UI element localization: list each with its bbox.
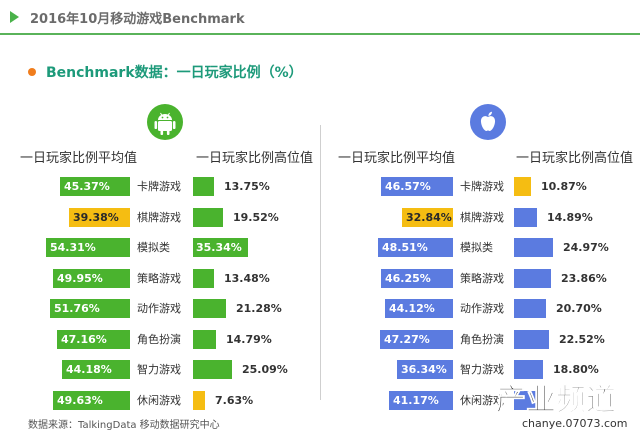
android-high-value-label: 21.28% [236,302,282,315]
android-avg-bar [53,391,130,410]
android-high-bar [193,238,248,257]
android-avg-value-label: 47.16% [61,333,107,346]
android-high-value-label: 19.52% [233,211,279,224]
bullet-icon [28,68,36,76]
svg-text:产业频道: 产业频道 [496,383,616,418]
ios-avg-value-label: 32.84% [406,211,452,224]
watermark-logo: 产业频道 chanye.07073.com [496,383,628,430]
svg-text:chanye.07073.com: chanye.07073.com [522,417,628,430]
ios-avg-bar [378,238,453,257]
android-high-value-label: 14.79% [226,333,272,346]
ios-high-value-label: 22.52% [559,333,605,346]
ios-avg-value-label: 36.34% [401,363,447,376]
ios-high-bar [514,330,549,349]
android-avg-value-label: 49.95% [57,272,103,285]
android-avg-value-label: 39.38% [73,211,119,224]
apple-icon [470,104,506,140]
android-avg-bar [62,360,130,379]
android-avg-bar [50,299,130,318]
android-category-label: 卡牌游戏 [137,180,181,193]
ios-avg-value-label: 41.17% [393,394,439,407]
ios-category-label: 休闲游戏 [460,394,504,407]
ios-high-value-label: 14.89% [547,211,593,224]
android-high-bar [193,299,226,318]
android-category-label: 休闲游戏 [137,394,181,407]
ios-avg-value-label: 44.12% [389,302,435,315]
android-high-bar [193,208,223,227]
android-high-bar [193,330,216,349]
ios-avg-bar [380,330,453,349]
ios-avg-header: 一日玩家比例平均值 [338,151,456,166]
ios-high-bar [514,238,553,257]
android-category-label: 角色扮演 [137,333,181,346]
ios-high-value-label: 24.97% [563,241,609,254]
ios-high-bar [514,177,531,196]
android-high-value-label: 13.75% [224,180,270,193]
android-category-label: 智力游戏 [137,363,181,376]
android-avg-value-label: 45.37% [64,180,110,193]
ios-high-header: 一日玩家比例高位值 [516,151,634,166]
android-high-value-label: 35.34% [196,241,242,254]
ios-avg-bar [381,269,453,288]
ios-avg-value-label: 48.51% [382,241,428,254]
ios-category-label: 策略游戏 [460,272,504,285]
ios-avg-bar [402,208,453,227]
ios-high-value-label: 20.70% [556,302,602,315]
android-avg-value-label: 44.18% [66,363,112,376]
android-avg-header: 一日玩家比例平均值 [20,151,138,166]
ios-high-value-label: 10.87% [541,180,587,193]
android-high-value-label: 7.63% [215,394,254,407]
ios-avg-bar [381,177,453,196]
android-icon [147,104,183,140]
ios-high-bar [514,299,546,318]
android-category-label: 棋牌游戏 [137,211,181,224]
ios-category-label: 角色扮演 [460,333,504,346]
ios-high-bar [514,269,551,288]
android-high-value-label: 13.48% [224,272,270,285]
android-high-bar [193,360,232,379]
android-avg-value-label: 49.63% [57,394,103,407]
ios-high-bar [514,391,537,410]
header-triangle-icon [10,11,19,23]
panel-divider [320,125,321,400]
android-high-value-label: 25.09% [242,363,288,376]
android-high-header: 一日玩家比例高位值 [196,151,314,166]
ios-category-label: 动作游戏 [460,302,504,315]
android-avg-bar [53,269,130,288]
ios-high-bar [514,360,543,379]
android-avg-value-label: 51.76% [54,302,100,315]
android-category-label: 模拟类 [137,241,170,254]
header-divider [0,33,640,35]
android-high-bar [193,269,214,288]
ios-avg-bar [397,360,453,379]
ios-category-label: 棋牌游戏 [460,211,504,224]
android-avg-bar [69,208,130,227]
ios-category-label: 智力游戏 [460,363,504,376]
ios-high-value-label: 18.80% [553,363,599,376]
ios-category-label: 卡牌游戏 [460,180,504,193]
android-category-label: 策略游戏 [137,272,181,285]
ios-avg-bar [385,299,453,318]
page-title: 2016年10月移动游戏Benchmark [30,12,245,27]
android-category-label: 动作游戏 [137,302,181,315]
android-high-bar [193,177,214,196]
source-note: 数据来源：TalkingData 移动数据研究中心 [28,420,220,431]
android-avg-bar [57,330,130,349]
ios-category-label: 模拟类 [460,241,493,254]
android-avg-bar [60,177,130,196]
android-avg-value-label: 54.31% [50,241,96,254]
ios-avg-bar [389,391,453,410]
ios-high-value-label: 23.86% [561,272,607,285]
ios-avg-value-label: 46.57% [385,180,431,193]
android-avg-bar [46,238,130,257]
ios-avg-value-label: 46.25% [385,272,431,285]
chart-subtitle: Benchmark数据：一日玩家比例（%） [46,65,303,81]
ios-high-bar [514,208,537,227]
android-high-bar [193,391,205,410]
ios-avg-value-label: 47.27% [384,333,430,346]
